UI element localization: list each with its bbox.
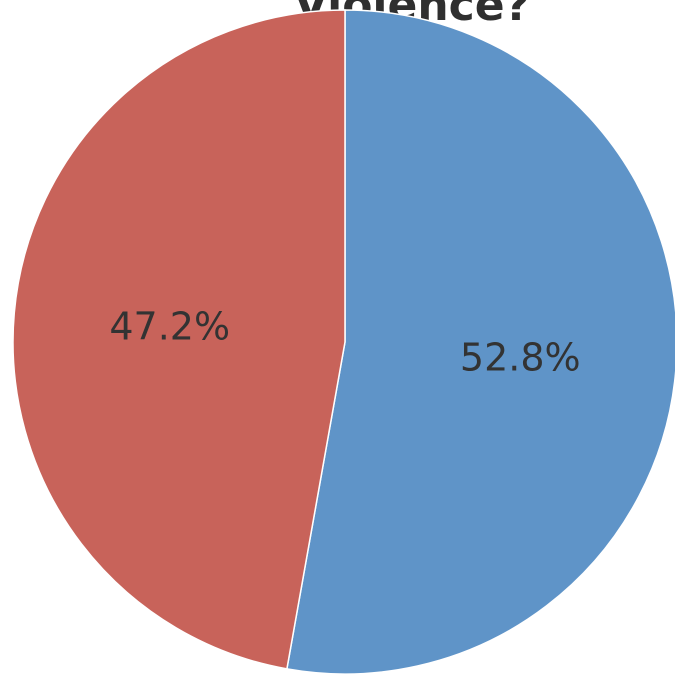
pie-slice-1 — [12, 9, 346, 670]
data-label-1: 47.2% — [109, 305, 230, 349]
pie-slices — [12, 9, 675, 675]
data-label-0: 52.8% — [460, 335, 581, 379]
pie-slice-0 — [286, 9, 675, 675]
pie-data-labels: 52.8% 47.2% — [109, 305, 580, 380]
